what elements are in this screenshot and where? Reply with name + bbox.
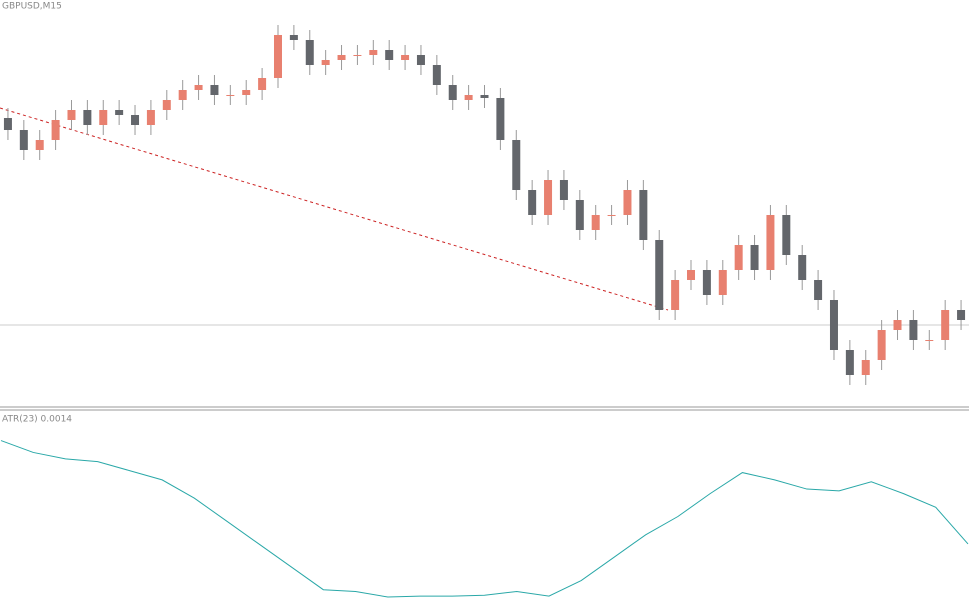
- candle-body: [893, 320, 902, 330]
- candle-body: [718, 270, 727, 295]
- trend-line: [0, 107, 669, 311]
- candle-body: [559, 180, 568, 200]
- candle-body: [941, 310, 950, 340]
- candle-body: [448, 85, 457, 100]
- candle-body: [575, 200, 584, 230]
- candle-body: [655, 240, 664, 310]
- candle-body: [464, 95, 473, 100]
- candle-body: [416, 55, 425, 65]
- candle-body: [687, 270, 696, 280]
- candle-body: [671, 280, 680, 310]
- candle-body: [83, 110, 92, 125]
- candle-body: [226, 95, 235, 96]
- candle-body: [766, 215, 775, 270]
- candle-body: [273, 35, 282, 78]
- atr-line: [0, 440, 969, 598]
- candle-body: [369, 50, 378, 55]
- candle-body: [3, 118, 12, 130]
- candle-body: [925, 340, 934, 341]
- indicator-title: ATR(23) 0.0014: [2, 415, 72, 425]
- candle-body: [782, 215, 791, 255]
- candle-body: [321, 60, 330, 65]
- candle-body: [607, 215, 616, 216]
- candle-body: [432, 65, 441, 85]
- candle-body: [734, 245, 743, 270]
- candle-body: [35, 140, 44, 150]
- candle-body: [99, 110, 108, 125]
- candle-body: [623, 190, 632, 215]
- candle-body: [67, 110, 76, 120]
- candle-body: [750, 245, 759, 270]
- candle-body: [289, 35, 298, 40]
- candle-body: [51, 120, 60, 140]
- candle-body: [385, 50, 394, 60]
- candle-body: [242, 90, 251, 95]
- candle-body: [194, 85, 203, 90]
- candle-body: [353, 55, 362, 56]
- candle-body: [401, 55, 410, 60]
- candle-body: [305, 40, 314, 65]
- candle-body: [496, 98, 505, 140]
- candle-body: [19, 130, 28, 150]
- candle-body: [210, 85, 219, 95]
- candle-body: [798, 255, 807, 280]
- candle-body: [258, 78, 267, 90]
- candle-body: [178, 90, 187, 100]
- candle-body: [877, 330, 886, 360]
- candle-body: [480, 95, 489, 98]
- chart-title: GBPUSD,M15: [2, 2, 62, 12]
- candle-body: [115, 110, 124, 115]
- candle-body: [337, 55, 346, 60]
- candle-body: [131, 115, 140, 125]
- candle-body: [909, 320, 918, 340]
- candle-body: [845, 350, 854, 375]
- candle-body: [639, 190, 648, 240]
- candle-body: [146, 110, 155, 125]
- candle-body: [512, 140, 521, 190]
- candle-body: [861, 360, 870, 375]
- candle-body: [814, 280, 823, 300]
- candle-body: [957, 310, 966, 320]
- candle-body: [591, 215, 600, 230]
- candle-body: [544, 180, 553, 215]
- candle-body: [829, 300, 838, 350]
- candle-body: [528, 190, 537, 215]
- candle-body: [162, 100, 171, 110]
- candle-body: [702, 270, 711, 295]
